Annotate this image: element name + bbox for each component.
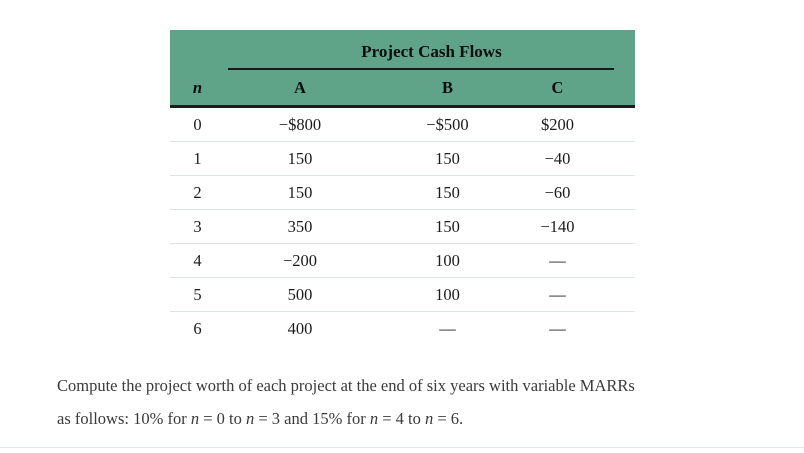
cell-a: 150 — [287, 182, 313, 202]
header-divider-rule — [170, 105, 635, 108]
column-header-b: B — [441, 78, 453, 97]
cash-flow-table: Project Cash Flows n A B C 0 −$800 −$500… — [170, 30, 635, 345]
table-row: 3 350 150 −140 — [170, 209, 635, 244]
cell-b: 150 — [435, 216, 460, 236]
cell-n: 6 — [193, 318, 202, 338]
column-header-c: C — [551, 78, 564, 97]
var-n: n — [424, 409, 434, 428]
table-header-band: Project Cash Flows n A B C — [170, 30, 635, 105]
table-row: 5 500 100 — — [170, 277, 635, 312]
cell-n: 2 — [193, 182, 202, 202]
cell-c: — — [549, 284, 566, 304]
text-segment: as follows: 10% for — [57, 409, 191, 428]
cell-n: 0 — [193, 114, 202, 134]
problem-text: Compute the project worth of each projec… — [57, 369, 783, 435]
cell-c: — — [549, 318, 566, 338]
cell-n: 3 — [193, 216, 202, 236]
var-n: n — [369, 409, 379, 428]
var-n: n — [245, 409, 255, 428]
cell-c: −40 — [544, 148, 571, 168]
var-n: n — [190, 409, 200, 428]
cell-c: −60 — [544, 182, 571, 202]
cell-a: −$800 — [278, 114, 322, 134]
cell-a: 150 — [287, 148, 313, 168]
column-header-row: n A B C — [170, 70, 635, 105]
table-row: 2 150 150 −60 — [170, 175, 635, 210]
table-title: Project Cash Flows — [361, 42, 502, 61]
cell-b: — — [439, 318, 456, 338]
column-header-n: n — [192, 78, 203, 97]
table-row: 0 −$800 −$500 $200 — [170, 107, 635, 142]
cell-b: 100 — [435, 250, 460, 270]
cell-c: $200 — [541, 114, 574, 134]
cell-n: 1 — [193, 148, 202, 168]
table-row: 6 400 — — — [170, 311, 635, 345]
text-segment: = 3 and 15% for — [254, 409, 370, 428]
cell-b: 100 — [435, 284, 460, 304]
page-bottom-rule — [0, 447, 804, 448]
column-header-a: A — [294, 78, 306, 97]
cell-n: 5 — [193, 284, 202, 304]
text-segment: = 4 to — [378, 409, 425, 428]
cell-c: — — [549, 250, 566, 270]
cell-b: −$500 — [426, 114, 469, 134]
table-row: 1 150 150 −40 — [170, 141, 635, 176]
cell-a: 350 — [287, 216, 313, 236]
cell-a: −200 — [282, 250, 318, 270]
cell-a: 500 — [287, 284, 313, 304]
cell-b: 150 — [435, 148, 460, 168]
problem-line1: Compute the project worth of each projec… — [57, 376, 635, 395]
text-segment: = 0 to — [199, 409, 246, 428]
text-segment: = 6. — [433, 409, 464, 428]
cell-c: −140 — [540, 216, 575, 236]
cell-n: 4 — [193, 250, 202, 270]
cell-b: 150 — [435, 182, 460, 202]
title-rule — [228, 68, 614, 70]
table-row: 4 −200 100 — — [170, 243, 635, 278]
cell-a: 400 — [287, 318, 313, 338]
